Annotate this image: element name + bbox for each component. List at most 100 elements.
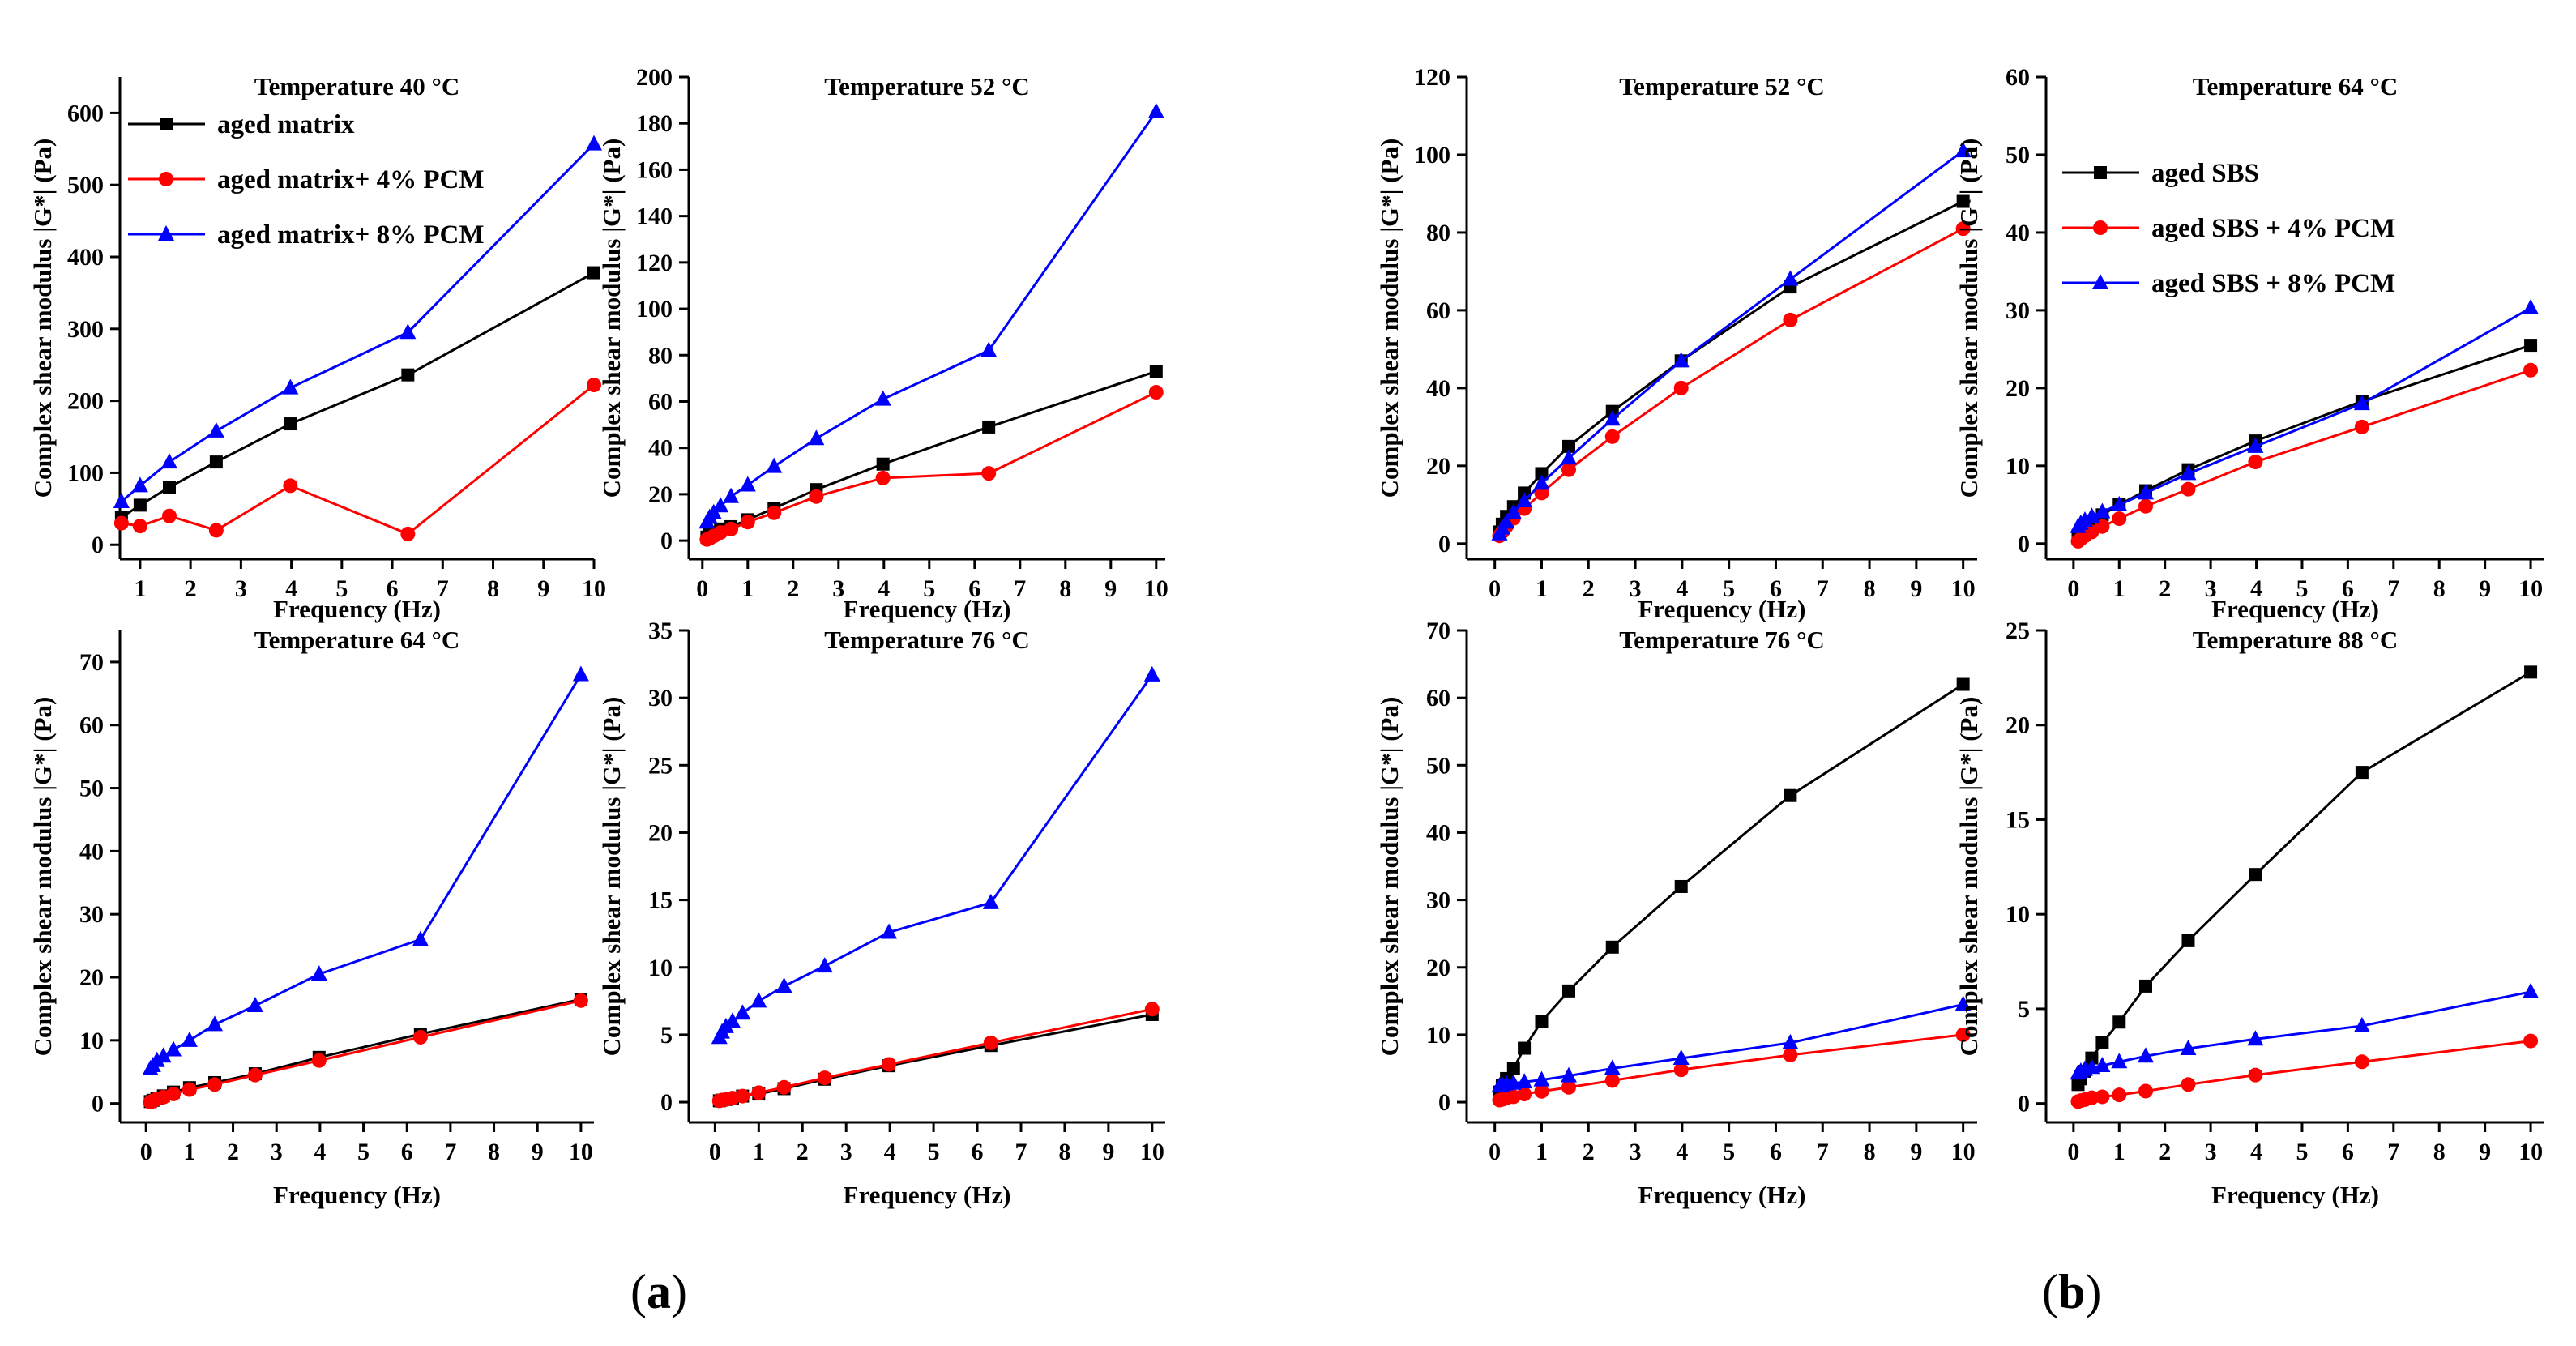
data-point-series-3	[148, 1051, 165, 1067]
data-point-series-2	[247, 1067, 263, 1083]
y-tick-label: 35	[648, 617, 673, 644]
data-point-series-2	[1783, 1047, 1798, 1062]
data-point-series-3	[2353, 395, 2370, 411]
y-tick-label: 160	[636, 156, 673, 183]
x-tick-label: 3	[235, 575, 247, 602]
data-point-series-2	[132, 519, 147, 534]
y-tick-label: 30	[1426, 887, 1450, 914]
y-tick-label: 60	[2006, 64, 2030, 91]
x-tick-label: 8	[1864, 575, 1876, 602]
data-point-series-3	[572, 665, 589, 682]
y-tick-label: 20	[1426, 955, 1450, 981]
x-tick-label: 8	[487, 575, 499, 602]
data-point-series-3	[2111, 495, 2128, 511]
data-point-series-3	[1533, 1070, 1550, 1087]
data-point-series-2	[1534, 1083, 1549, 1099]
x-tick-label: 10	[2518, 575, 2543, 602]
chart-title: Temperature 64 °C	[2193, 72, 2398, 100]
data-point-series-3	[1954, 142, 1972, 158]
data-point-series-3	[310, 965, 327, 981]
legend-label-1: aged SBS	[2151, 159, 2259, 188]
y-tick-label: 100	[67, 459, 104, 486]
data-point-series-3	[113, 492, 130, 508]
data-point-series-2	[724, 521, 739, 536]
chart-b-64: 0 1 2 3 4 5 6 7 8 9 10 0 10 20 30 40 50 60 Temperature 64 …	[1954, 64, 2544, 623]
data-point-series-3	[2138, 484, 2154, 500]
data-point-series-3	[712, 497, 729, 513]
data-point-series-3	[881, 923, 898, 939]
data-point-series-2	[1673, 380, 1689, 395]
x-tick-label: 0	[1489, 575, 1501, 602]
data-point-series-3	[207, 421, 224, 438]
y-tick-label: 50	[79, 776, 104, 802]
data-point-series-1	[209, 455, 223, 469]
data-point-series-3	[586, 135, 602, 151]
x-tick-label: 6	[2342, 575, 2354, 602]
x-tick-label: 0	[140, 1139, 152, 1165]
data-point-series-3	[1143, 665, 1160, 682]
x-tick-label: 5	[2296, 575, 2308, 602]
x-tick-label: 3	[271, 1139, 283, 1165]
data-point-series-2	[311, 1053, 327, 1068]
x-tick-label: 4	[884, 1139, 896, 1165]
data-point-series-3	[282, 378, 299, 395]
data-point-series-3	[2111, 1053, 2128, 1069]
data-point-series-3	[2523, 299, 2540, 315]
data-point-series-3	[2353, 1016, 2370, 1032]
x-tick-label: 2	[2159, 1139, 2171, 1165]
x-tick-label: 3	[840, 1139, 852, 1165]
y-tick-label: 0	[660, 528, 673, 554]
data-point-series-3	[1672, 1049, 1690, 1066]
y-axis-label: Complex shear modulus |G*| (Pa)	[1954, 697, 1983, 1057]
chart-title: Temperature 64 °C	[254, 626, 459, 654]
series-line-2	[2077, 369, 2531, 543]
x-tick-label: 3	[2205, 1139, 2217, 1165]
data-point-series-2	[776, 1079, 792, 1095]
y-tick-label: 20	[648, 481, 673, 508]
x-tick-label: 5	[923, 575, 935, 602]
data-point-series-3	[1604, 410, 1621, 426]
x-tick-label: 5	[335, 575, 348, 602]
data-point-series-2	[587, 378, 601, 393]
series-line-2	[121, 383, 595, 536]
data-point-series-1	[1149, 365, 1163, 378]
x-axis-label: Frequency (Hz)	[844, 1181, 1011, 1209]
y-axis-label: Complex shear modulus |G*| (Pa)	[597, 697, 626, 1057]
data-point-series-2	[1673, 1062, 1689, 1078]
y-tick-label: 10	[648, 955, 673, 981]
panel-label-b-letter: b	[2057, 1265, 2086, 1318]
data-point-series-2	[412, 1029, 428, 1045]
data-point-series-3	[1147, 102, 1164, 118]
data-point-series-3	[2180, 464, 2197, 481]
x-tick-label: 8	[1058, 1139, 1070, 1165]
data-point-series-3	[181, 1031, 198, 1047]
y-tick-label: 20	[79, 964, 104, 991]
y-tick-label: 50	[2006, 142, 2030, 169]
legend-marker-3	[2092, 274, 2108, 289]
y-tick-label: 15	[2006, 806, 2030, 833]
x-tick-label: 1	[1536, 575, 1548, 602]
y-axis-label: Complex shear modulus |G*| (Pa)	[1375, 697, 1403, 1057]
x-tick-label: 2	[2159, 575, 2171, 602]
data-point-series-3	[1516, 492, 1533, 508]
x-tick-label: 2	[227, 1139, 239, 1165]
y-tick-label: 20	[2006, 712, 2030, 739]
data-point-series-1	[1506, 1062, 1520, 1075]
data-point-series-2	[2248, 1067, 2263, 1083]
x-tick-label: 6	[387, 575, 399, 602]
legend-marker-1	[160, 118, 173, 130]
x-tick-label: 5	[1723, 1139, 1735, 1165]
x-tick-label: 2	[797, 1139, 809, 1165]
data-point-series-1	[1956, 194, 1970, 208]
x-tick-label: 6	[401, 1139, 413, 1165]
data-point-series-2	[1955, 221, 1971, 237]
x-tick-label: 8	[2433, 1139, 2446, 1165]
data-point-series-2	[283, 478, 298, 494]
data-point-series-2	[208, 523, 224, 538]
y-tick-label: 0	[2018, 531, 2030, 558]
x-tick-label: 6	[1770, 575, 1782, 602]
data-point-series-3	[1505, 503, 1522, 519]
y-tick-label: 80	[1426, 220, 1450, 246]
